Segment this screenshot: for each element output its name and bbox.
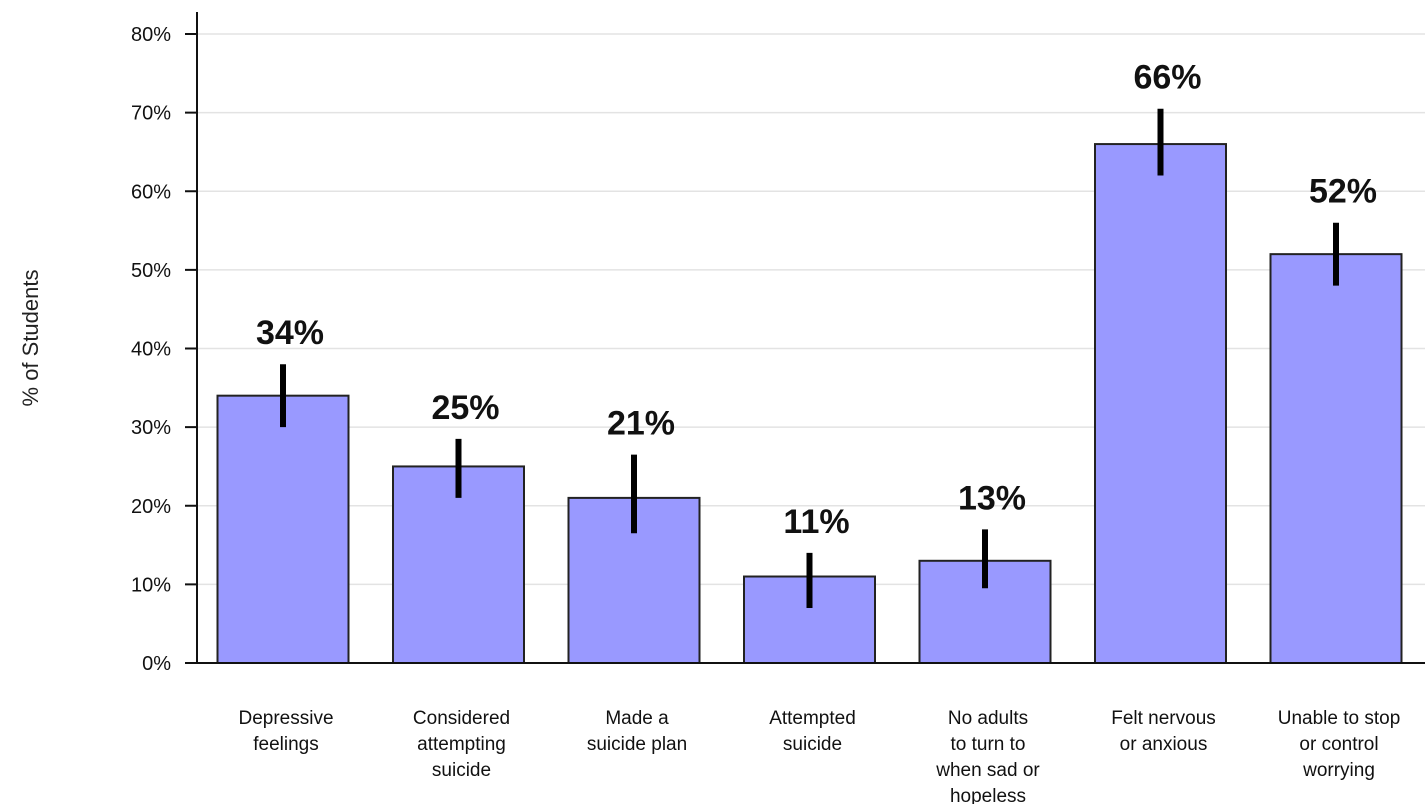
- x-tick-label: No adults to turn to when sad or hopeless: [935, 708, 1040, 804]
- y-tick-label: 40%: [131, 339, 171, 361]
- bar: [1094, 143, 1227, 664]
- data-label: 21%: [607, 405, 675, 443]
- y-tick-label: 0%: [142, 653, 171, 675]
- x-tick-label-line: suicide: [432, 760, 491, 781]
- x-tick-label-line: Attempted: [769, 708, 856, 729]
- x-tick-label-line: Considered: [413, 708, 510, 729]
- x-tick-label: Felt nervous or anxious: [1111, 708, 1216, 755]
- axis-layer: [196, 12, 1425, 664]
- x-tick-label-line: or control: [1299, 734, 1378, 755]
- data-label: 66%: [1133, 59, 1201, 97]
- x-tick-label: Attempted suicide: [769, 708, 856, 755]
- bar: [216, 394, 350, 664]
- x-tick-label-line: to turn to: [951, 734, 1026, 755]
- x-tick-label-line: Made a: [605, 708, 669, 729]
- y-tick-label: 60%: [131, 181, 171, 203]
- x-tick-label: Depressive feelings: [238, 708, 333, 755]
- x-tick-label-line: No adults: [948, 708, 1028, 729]
- data-label: 11%: [783, 503, 849, 541]
- x-tick-label-line: suicide plan: [587, 734, 687, 755]
- x-tick-label-line: attempting: [417, 734, 506, 755]
- x-tick-label: Considered attempting suicide: [413, 708, 510, 781]
- x-tick-label-line: Depressive: [238, 708, 333, 729]
- y-axis-title: % of Students: [18, 270, 43, 407]
- x-tick-label-line: hopeless: [950, 786, 1026, 804]
- x-tick-label-line: suicide: [783, 734, 842, 755]
- y-tick-label: 50%: [131, 260, 171, 282]
- x-tick-label: Made a suicide plan: [587, 708, 687, 755]
- y-tick-label: 20%: [131, 496, 171, 518]
- x-tick-label: Unable to stop or control worrying: [1278, 708, 1401, 781]
- data-label: 52%: [1309, 173, 1377, 211]
- y-tick-label: 30%: [131, 417, 171, 439]
- x-tick-label-line: feelings: [253, 734, 319, 755]
- data-label: 13%: [958, 479, 1026, 517]
- x-tick-label-line: when sad or: [935, 760, 1040, 781]
- data-label: 25%: [431, 389, 499, 427]
- data-label: 34%: [256, 314, 324, 352]
- bar-layer: [216, 108, 1403, 665]
- x-tick-label-line: or anxious: [1120, 734, 1208, 755]
- x-tick-label-line: Felt nervous: [1111, 708, 1216, 729]
- label-layer: 0% 10% 20% 30% 40% 50% 60% 70% 80% 34% Depressive f…: [131, 24, 1400, 804]
- bar: [1269, 253, 1403, 664]
- bar: [743, 575, 876, 665]
- x-tick-label-line: worrying: [1302, 760, 1375, 781]
- x-tick-label-line: Unable to stop: [1278, 708, 1401, 729]
- grid-layer: [185, 33, 1425, 664]
- y-tick-label: 70%: [131, 103, 171, 125]
- y-tick-label: 10%: [131, 574, 171, 596]
- y-tick-label: 80%: [131, 24, 171, 46]
